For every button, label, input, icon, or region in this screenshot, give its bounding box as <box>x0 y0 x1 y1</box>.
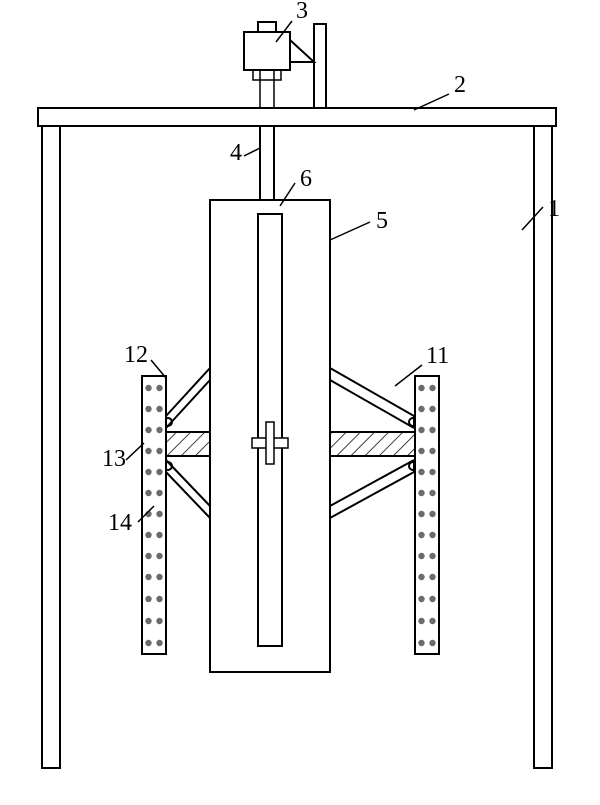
rail-dot <box>156 427 162 433</box>
rail-dot <box>156 490 162 496</box>
rail-dot <box>418 596 424 602</box>
rail-dot <box>418 385 424 391</box>
rail-dot <box>145 640 151 646</box>
top-beam <box>38 108 556 126</box>
rail-dot <box>156 406 162 412</box>
rail-dot <box>429 448 435 454</box>
rail-dot <box>429 574 435 580</box>
label-12: 12 <box>124 342 148 368</box>
rail-dot <box>418 532 424 538</box>
rail-dot <box>429 427 435 433</box>
rail-dot <box>418 448 424 454</box>
label-5: 5 <box>376 208 388 234</box>
rail-dot <box>145 385 151 391</box>
rail-dot <box>429 469 435 475</box>
rail-dot <box>429 385 435 391</box>
label-4: 4 <box>230 140 242 166</box>
label-13: 13 <box>102 446 126 472</box>
shaft <box>260 126 274 200</box>
label-3: 3 <box>296 0 308 24</box>
rail-dot <box>418 618 424 624</box>
leader-line <box>244 148 260 156</box>
rail-dot <box>145 574 151 580</box>
rail-dot <box>145 553 151 559</box>
label-1: 1 <box>548 196 560 222</box>
rail-dot <box>429 596 435 602</box>
label-6: 6 <box>300 166 312 192</box>
rail-dot <box>156 532 162 538</box>
rail-dot <box>156 469 162 475</box>
rail-dot <box>156 574 162 580</box>
rail-dot <box>429 640 435 646</box>
rail-dot <box>156 596 162 602</box>
rail-dot <box>145 448 151 454</box>
label-11: 11 <box>426 343 449 369</box>
label-2: 2 <box>454 72 466 98</box>
rail-dot <box>145 469 151 475</box>
rail-dot <box>429 490 435 496</box>
rail-dot <box>429 406 435 412</box>
rail-dot <box>429 618 435 624</box>
rail-dot <box>156 448 162 454</box>
rail-dot <box>418 511 424 517</box>
rail-dot <box>145 490 151 496</box>
rail-dot <box>156 511 162 517</box>
leader-line <box>330 222 370 240</box>
rail-dot <box>418 574 424 580</box>
leader-line <box>522 207 543 230</box>
diagram-canvas: 12345611121314 <box>0 0 600 805</box>
link-left-lower <box>164 460 210 518</box>
rail-dot <box>418 469 424 475</box>
rail-dot <box>418 406 424 412</box>
label-14: 14 <box>108 510 132 536</box>
rail-dot <box>145 406 151 412</box>
rail-dot <box>156 385 162 391</box>
rail-dot <box>418 427 424 433</box>
link-right-lower <box>330 460 417 518</box>
rail-dot <box>145 618 151 624</box>
rail-dot <box>418 490 424 496</box>
rail-dot <box>145 427 151 433</box>
link-right-upper <box>330 368 417 428</box>
rail-dot <box>429 532 435 538</box>
rail-dot <box>145 532 151 538</box>
motor-assembly <box>244 22 326 108</box>
rail-dot <box>145 596 151 602</box>
rail-dot <box>418 553 424 559</box>
rail-dot <box>156 640 162 646</box>
link-left-upper <box>164 368 210 428</box>
rail-dot <box>156 618 162 624</box>
rail-dot <box>156 553 162 559</box>
rail-dot <box>429 553 435 559</box>
rail-dot <box>429 511 435 517</box>
rail-dot <box>418 640 424 646</box>
